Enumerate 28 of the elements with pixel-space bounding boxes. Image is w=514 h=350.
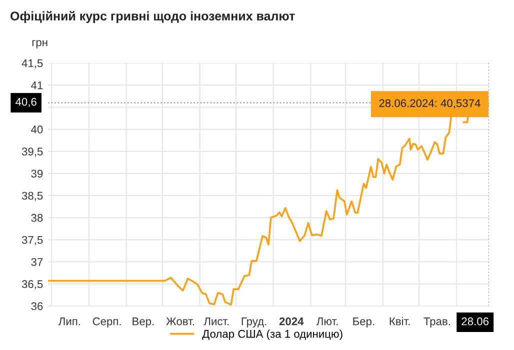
y-tick-label: 36 bbox=[31, 302, 43, 310]
x-tick-label: Жовт. bbox=[166, 318, 194, 326]
y-tick-label: 37,5 bbox=[22, 236, 43, 246]
y-tick-label: 41 bbox=[31, 81, 43, 90]
y-tick-label: 39,5 bbox=[22, 148, 43, 157]
y-axis-title: грн bbox=[32, 40, 48, 48]
x-tick-label: Лют. bbox=[316, 318, 338, 326]
x-tick-label: Квіт. bbox=[390, 317, 410, 326]
x-tick-label: 28.06 bbox=[462, 317, 489, 326]
x-tick-label: Серп. bbox=[92, 317, 121, 328]
chart-title: Офіційний курс гривні щодо іноземних валют bbox=[10, 11, 295, 23]
y-tick-label: 36,5 bbox=[22, 280, 43, 290]
y-tick-label: 41,5 bbox=[22, 59, 43, 68]
y-tick-label: 40 bbox=[31, 126, 43, 134]
y-tick-label: 37 bbox=[31, 258, 43, 266]
annotation: 28.06.2024: 40,5374 bbox=[379, 99, 480, 108]
x-tick-label: Трав. bbox=[424, 318, 450, 328]
y-tick-label: 39 bbox=[31, 170, 43, 178]
x-tick-label: Вер. bbox=[132, 318, 154, 328]
ref-line-label: 40,6 bbox=[16, 98, 36, 108]
y-tick-label: 38 bbox=[31, 214, 43, 222]
x-tick-label: 2024 bbox=[279, 317, 304, 326]
x-tick-label: Бер. bbox=[353, 318, 374, 328]
x-tick-label: Груд. bbox=[242, 318, 266, 328]
y-tick-label: 38,5 bbox=[22, 192, 43, 201]
x-tick-label: Лип. bbox=[58, 318, 80, 326]
x-tick-label: Лист. bbox=[204, 318, 229, 326]
legend-label: Долар США (за 1 одиницю) bbox=[202, 330, 342, 340]
